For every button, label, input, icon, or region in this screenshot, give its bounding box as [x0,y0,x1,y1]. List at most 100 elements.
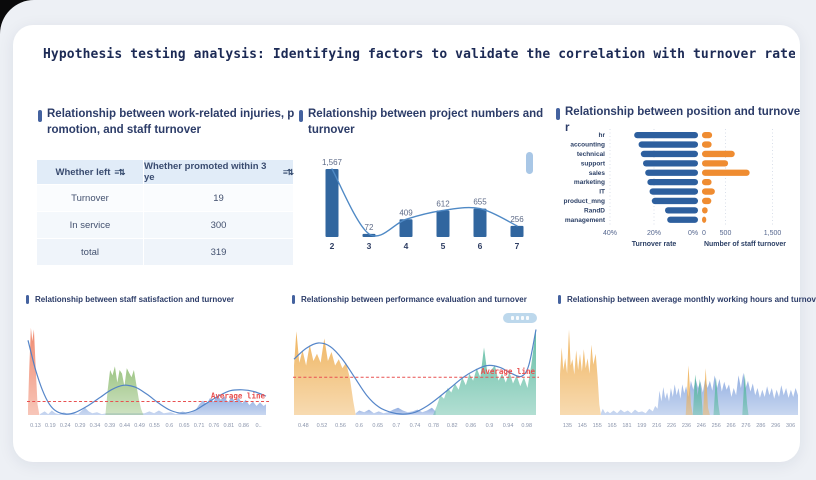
hours-distribution-chart[interactable]: 135 145 155 165 181 199 216 226 236 246 256 266 276 2… [557,315,803,440]
accent-bar-icon [292,295,295,304]
svg-text:0.7: 0.7 [393,423,401,429]
svg-text:7: 7 [515,241,520,251]
performance-distribution-chart[interactable]: Average line 0.48 0.52 0.56 0.6 0.65 0.7 0.74 0.… [291,315,541,440]
panel-title-injuries: Relationship between work-related injuri… [47,108,295,136]
scrollbar-thumb[interactable] [526,152,533,174]
svg-text:0.34: 0.34 [90,423,101,429]
accent-bar-icon [38,110,42,122]
svg-text:0.81: 0.81 [223,423,234,429]
table-row: Turnover 19 [37,185,293,212]
svg-text:0: 0 [702,230,706,237]
svg-text:246: 246 [697,423,706,429]
svg-text:4: 4 [404,241,409,251]
svg-text:0.49: 0.49 [134,423,145,429]
svg-text:3: 3 [367,241,372,251]
row-label: Turnover [71,192,109,204]
svg-text:0.86: 0.86 [465,423,476,429]
table-row: In service 300 [37,212,293,239]
svg-text:technical: technical [577,151,605,158]
svg-text:6: 6 [478,241,483,251]
svg-text:0.39: 0.39 [104,423,115,429]
svg-text:5: 5 [441,241,446,251]
svg-text:165: 165 [607,423,616,429]
chart-badge[interactable] [503,313,537,323]
svg-text:management: management [565,217,606,224]
row-value: 300 [143,212,293,238]
svg-text:612: 612 [436,199,450,208]
svg-text:0.71: 0.71 [194,423,205,429]
svg-text:0.82: 0.82 [447,423,458,429]
svg-text:accounting: accounting [570,142,605,149]
svg-text:Turnover rate: Turnover rate [632,241,677,248]
projects-bar-line-chart[interactable]: 1,567 2 72 3 409 4 612 5 655 6 256 7 [298,147,546,253]
svg-text:0.65: 0.65 [372,423,383,429]
svg-text:155: 155 [593,423,602,429]
sort-icon[interactable]: ≡⇅ [114,166,125,177]
panel-satisfaction: Relationship between staff satisfaction … [25,295,273,455]
panel-title-position: Relationship between position and turnov… [565,106,801,134]
svg-text:product_mng: product_mng [563,198,605,205]
svg-text:286: 286 [756,423,765,429]
svg-text:0.86: 0.86 [238,423,249,429]
svg-text:0.98: 0.98 [521,423,532,429]
svg-text:199: 199 [637,423,646,429]
column-header-label: Whether left [55,166,111,178]
svg-text:2: 2 [330,241,335,251]
svg-text:0.13: 0.13 [30,423,41,429]
table-header-row: Whether left ≡⇅ Whether promoted within … [37,160,294,185]
svg-text:40%: 40% [603,230,617,237]
svg-text:20%: 20% [647,230,661,237]
svg-text:IT: IT [599,189,605,196]
svg-text:0.44: 0.44 [119,423,130,429]
dashboard-card: Hypothesis testing analysis: Identifying… [13,25,816,462]
svg-text:135: 135 [563,423,572,429]
panel-title-satisfaction: Relationship between staff satisfaction … [35,295,235,304]
injuries-table: Whether left ≡⇅ Whether promoted within … [37,160,294,266]
svg-text:276: 276 [741,423,750,429]
sort-icon[interactable]: ≡⇅ [282,166,294,177]
column-header-whether-left[interactable]: Whether left ≡⇅ [37,160,143,184]
position-diverging-bar-chart[interactable]: hr accounting technical support sales marketi… [555,127,801,252]
accent-bar-icon [558,295,561,304]
svg-text:0.6: 0.6 [355,423,363,429]
svg-text:sales: sales [589,170,606,177]
svg-text:0.65: 0.65 [179,423,190,429]
svg-text:0.6: 0.6 [165,423,173,429]
svg-text:181: 181 [622,423,631,429]
satisfaction-distribution-chart[interactable]: Average line 0.13 0.19 0.24 0.29 0.34 0.39 0.44… [25,315,271,440]
svg-text:266: 266 [726,423,735,429]
svg-text:655: 655 [473,198,487,207]
svg-text:0.19: 0.19 [45,423,56,429]
svg-text:marketing: marketing [574,179,605,186]
page-title: Hypothesis testing analysis: Identifying… [43,47,795,62]
table-row: total 319 [37,239,293,266]
svg-text:Number of staff turnover: Number of staff turnover [704,241,786,248]
column-header-promoted[interactable]: Whether promoted within 3 ye ≡⇅ [143,160,294,184]
svg-text:0.9: 0.9 [486,423,494,429]
accent-bar-icon [299,110,303,122]
svg-text:72: 72 [365,223,374,232]
svg-text:0.55: 0.55 [149,423,160,429]
row-value: 319 [143,239,293,265]
panel-working-hours: Relationship between average monthly wor… [557,295,816,455]
column-header-label: Whether promoted within 3 ye [144,161,267,183]
svg-text:0.24: 0.24 [60,423,71,429]
row-label: total [81,246,99,258]
accent-bar-icon [556,108,560,120]
panel-project-numbers: Relationship between project numbers and… [298,107,546,267]
svg-text:0%: 0% [688,230,698,237]
panel-position: Relationship between position and turnov… [555,105,801,270]
svg-text:1,567: 1,567 [322,158,343,167]
svg-text:RandD: RandD [584,207,605,214]
svg-text:409: 409 [399,208,413,217]
row-value: 19 [143,185,293,211]
panel-title-projects: Relationship between project numbers and… [308,108,544,136]
svg-text:145: 145 [578,423,587,429]
row-label: In service [69,219,111,231]
svg-text:236: 236 [682,423,691,429]
accent-bar-icon [26,295,29,304]
svg-text:0.29: 0.29 [75,423,86,429]
svg-text:500: 500 [720,230,732,237]
panel-injuries-promotion: Relationship between work-related injuri… [37,107,295,267]
svg-text:support: support [581,160,606,167]
